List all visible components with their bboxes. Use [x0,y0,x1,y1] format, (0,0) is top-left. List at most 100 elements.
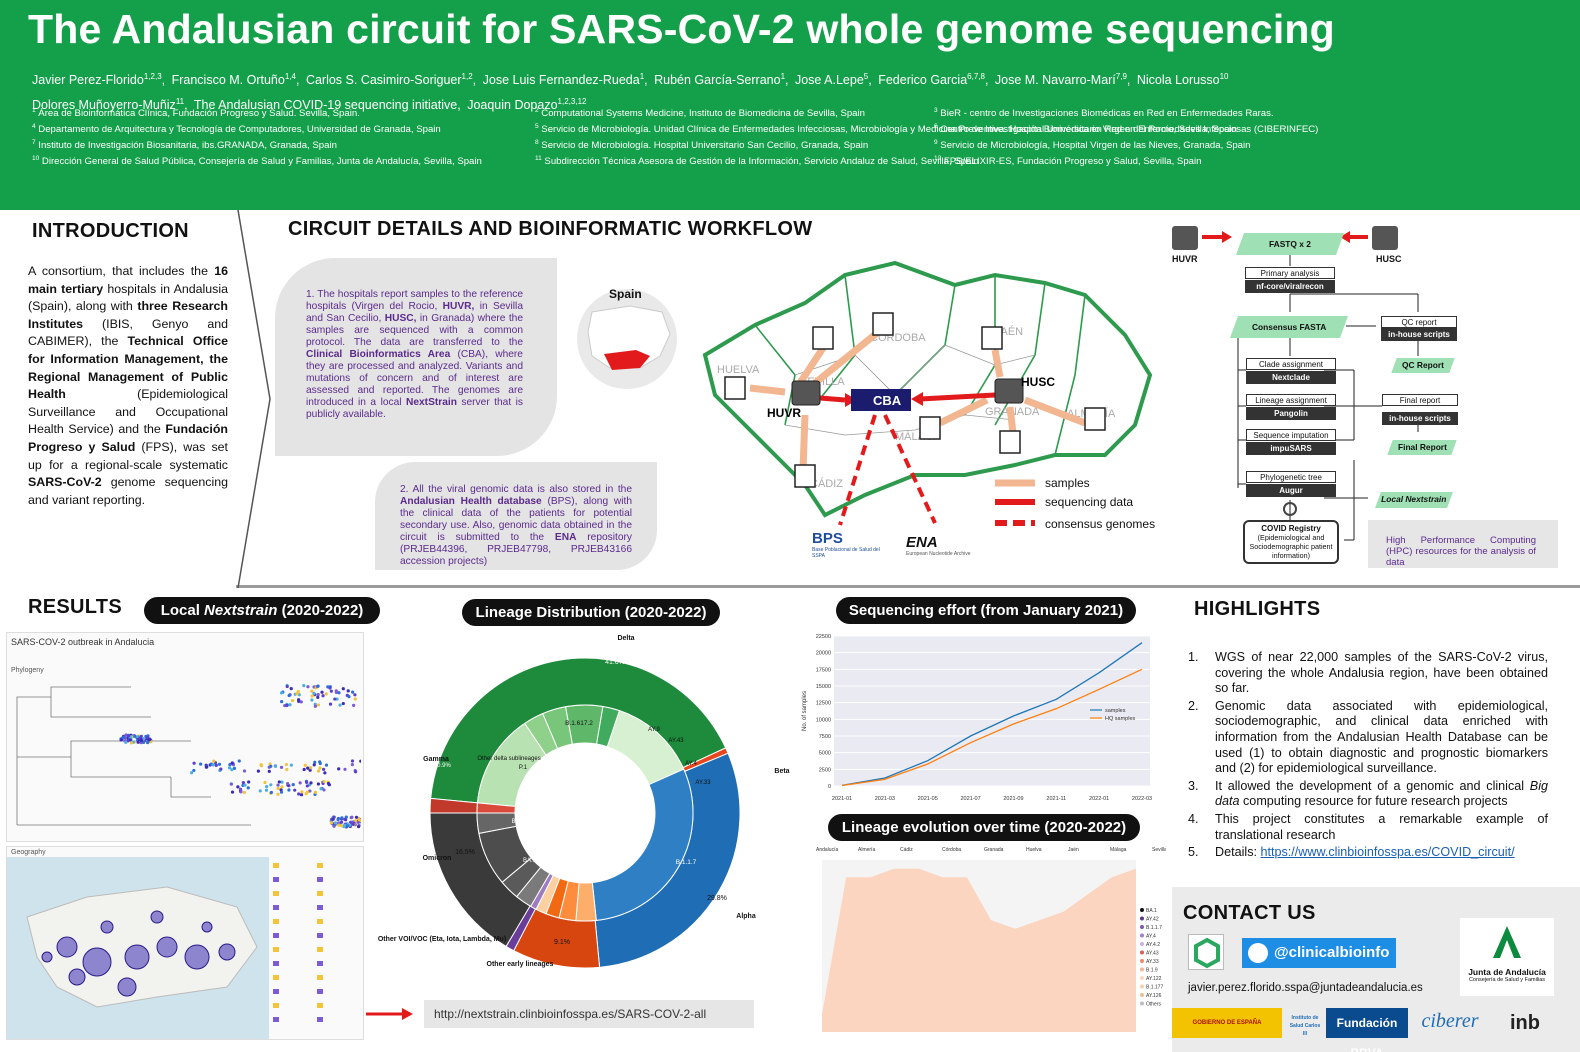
clinbioinfo-logo-icon[interactable] [1188,934,1224,970]
author-name-text: Rubén García-Serrano [654,73,781,88]
geo-circle [184,944,210,970]
author-name-text: Jose A.Lepe [794,73,864,88]
covid-registry-title: COVID Registry [1261,524,1321,533]
line-chart-xtick: 2021-07 [960,796,980,802]
tree-tip [318,761,322,766]
tree-tip [269,783,273,787]
area-chart-legend-label: B.1.1.7 [1146,925,1162,931]
nextstrain-url[interactable]: http://nextstrain.clinbioinfosspa.es/SAR… [424,1000,754,1028]
author-name: Dolores Muñoyerro-Muñiz11, [32,97,188,113]
spain-label: Spain [609,287,642,301]
area-chart-band [822,868,1136,1032]
tree-tip [269,764,273,768]
affiliation-item: 8 Servicio de Microbiología. Hospital Un… [535,139,868,151]
tree-tip [308,768,312,772]
area-chart-header: Jaén [1068,847,1079,853]
area-chart-legend-label: B.1.177 [1146,985,1163,991]
tree-tip [237,759,241,763]
introduction-title: INTRODUCTION [32,220,189,242]
tree-tip [337,767,341,771]
lineage-evolution-chart: Andalucía Almería Cádiz Córdoba Granada Huelv… [816,847,1166,1032]
workflow-huvr-label: HUVR [1172,254,1198,264]
tree-tip [242,769,247,773]
sequence-imputation-node: Sequence imputation [1246,429,1336,441]
tree-tip [352,703,356,707]
highlight-details-link[interactable]: https://www.clinbioinfosspa.es/COVID_cir… [1260,845,1515,860]
tree-tip [313,790,318,794]
tree-tip [269,790,273,795]
affiliation-text: BieR - centro de Investigaciones Biomédi… [937,108,1274,120]
affiliation-text: Servicio de Microbiología, Hospital Virg… [937,140,1251,152]
tree-tip [310,694,314,698]
hospital-icons [724,312,1106,488]
tree-tip [291,782,295,787]
tree-tip [310,689,314,693]
area-chart-legend-dot [1140,950,1144,955]
sunburst-label: Beta [774,768,789,775]
author-affiliation-index: 1,2,3,12 [557,97,587,107]
line-chart-xtick: 2021-11 [1046,796,1066,802]
sunburst-label: B.1.617.2 [565,720,593,727]
introduction-segments-segment: three Research Institutes [28,299,228,331]
sunburst-label: Omicron [423,855,452,862]
area-chart-legend-label: Others [1146,1002,1162,1008]
tree-tip [350,763,354,767]
tree-tip [246,786,250,790]
circuit-bubble2-segment: 2. All the viral genomic data is also st… [400,484,632,495]
tree-tip [239,790,243,794]
author-name-text: Federico Garcia [878,73,968,88]
area-chart-header: Andalucía [816,847,838,853]
affiliation-index: 2 [535,107,539,114]
area-chart-legend-label: AY.126 [1146,993,1162,999]
author-name-text: The Andalusian COVID-19 sequencing initi… [193,98,458,113]
author-name-text: Joaquin Dopazo [467,98,558,113]
phylogeny-label: Phylogeny [11,667,44,674]
spain-inset-map [577,289,677,389]
area-chart-legend-dot [1140,993,1144,997]
contact-email[interactable]: javier.perez.florido.sspa@juntadeandaluc… [1188,982,1423,994]
area-chart-legend-dot [1140,967,1144,972]
tree-tip [349,820,353,824]
author-name: Jose M. Navarro-Marí7,9, [994,72,1131,88]
tree-tip [230,768,234,772]
circuit-bubble2-segment: repository (PRJEB44396, PRJEB47798, PRJE… [400,532,632,567]
geo-circle [68,968,86,986]
tree-tip [236,785,240,789]
tree-tip [129,741,134,745]
bps-logo-subtitle: Base Poblacional de Salud del SSPA [812,547,880,559]
geo-circle [117,977,137,997]
final-inhouse-node: in-house scripts [1382,412,1458,425]
circuit-bubble1-segment: NextStrain [405,397,457,408]
tree-tip [299,700,303,704]
tree-tip [336,816,341,821]
sunburst-label: BA.1 [511,819,525,825]
affiliation-index: 3 [934,107,938,114]
twitter-icon [1248,943,1268,963]
circuit-bubble2-segment: ENA [554,532,577,543]
area-chart-legend-label: AY.4 [1146,934,1156,940]
area-chart-legend-dot [1140,976,1144,980]
tree-tip [296,689,300,694]
geo-legend-swatch [273,933,279,938]
highlight-number: 5. [1188,845,1199,860]
tree-tip [341,687,345,691]
sunburst-inner-slice [476,802,516,814]
tree-tip [329,689,333,693]
tree-tip [306,685,310,689]
geo-circle [41,951,53,963]
author-affiliation-index: 5 [863,72,869,81]
area-chart-legend-label: AY.33 [1146,959,1159,965]
author-name: Jose Luis Fernandez-Rueda1, [482,72,648,88]
tree-tip [345,824,350,828]
line-chart-ylabel: No. of samples [802,691,808,731]
tree-tip [305,784,309,788]
area-chart-legend-dot [1140,984,1144,989]
twitter-handle[interactable]: @clinicalbioinfo [1242,938,1396,968]
sunburst-label: 0.9% [437,763,451,769]
geo-legend-swatch [273,1003,279,1008]
sequencing-effort-chart: 0 2500 5000 7500 10000 12500 15000 17500 20000 22… [802,634,1152,802]
affiliation-item: 10 Dirección General de Salud Pública, C… [32,155,482,167]
author-name-text: Dolores Muñoyerro-Muñiz [32,98,176,113]
geo-legend-swatch [273,919,279,924]
line-chart-ytick: 5000 [819,751,831,757]
